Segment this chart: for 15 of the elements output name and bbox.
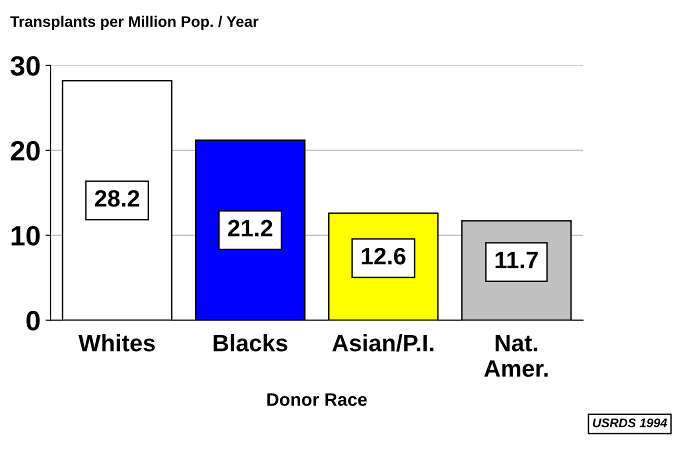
text: USRDS 1994 [592, 418, 668, 428]
x-tick-label: Whites [78, 334, 155, 352]
y-tick-label: 20 [10, 141, 40, 161]
chart-title: Transplants per Million Pop. / Year [10, 16, 258, 30]
data-label: 11.7 [496, 252, 538, 268]
x-tick-label: Nat. Amer. [484, 334, 548, 377]
data-label: 28.2 [94, 190, 140, 207]
x-tick-label: Asian/P.I. [332, 334, 434, 352]
y-tick-label: 10 [12, 226, 40, 246]
data-label: 12.6 [362, 248, 406, 265]
x-axis-title: Donor Race [267, 393, 367, 406]
x-tick-label: Blacks [214, 334, 288, 352]
data-label: 21.2 [228, 220, 272, 236]
y-tick-label: 0 [26, 310, 40, 331]
y-tick-label: 30 [10, 56, 40, 76]
